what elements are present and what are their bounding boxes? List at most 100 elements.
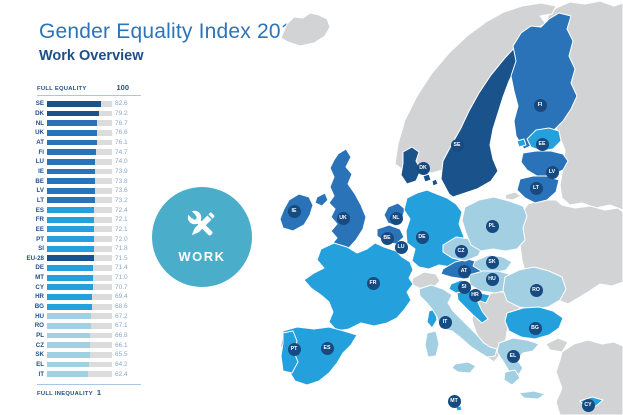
map-label-ee[interactable]: EE: [535, 137, 549, 151]
map-country-united-kingdom[interactable]: [325, 148, 367, 257]
map-label-bg[interactable]: BG: [528, 321, 542, 335]
map-label-be[interactable]: BE: [380, 231, 394, 245]
map-label-lu[interactable]: LU: [394, 240, 408, 254]
bar-value: 76.1: [115, 138, 128, 146]
map-country-sicily[interactable]: [451, 361, 477, 374]
bar-track: [47, 265, 112, 271]
bar-fill: [47, 236, 94, 242]
map-label-se[interactable]: SE: [450, 138, 464, 152]
bar-fill: [47, 110, 99, 117]
map-label-ie[interactable]: IE: [287, 204, 301, 218]
scale-bottom: FULL INEQUALITY 1: [37, 388, 141, 397]
map-country-denmark-islands[interactable]: [422, 173, 432, 183]
bar-value: 76.7: [115, 119, 128, 127]
bar-track: [47, 245, 112, 252]
country-code-label: CZ: [35, 341, 44, 349]
bar-value: 73.6: [115, 187, 128, 195]
country-code-label: FI: [38, 148, 45, 156]
map-country-finland[interactable]: [510, 12, 578, 150]
country-code-label: PL: [36, 332, 44, 340]
chart-row-el: EL 64.2: [26, 360, 144, 370]
bar-fill: [47, 129, 97, 136]
map-label-hr[interactable]: HR: [468, 288, 482, 302]
map-country-latvia[interactable]: [520, 150, 569, 177]
map-country-peloponnese[interactable]: [503, 369, 521, 386]
bar-fill: [47, 197, 95, 204]
bar-value: 62.4: [115, 370, 128, 378]
pencil-glyph: [191, 212, 215, 236]
map-label-fi[interactable]: FI: [533, 98, 547, 112]
bar-value: 73.8: [115, 177, 128, 185]
bar-track: [47, 187, 112, 194]
country-code-label: LT: [36, 196, 44, 204]
bar-fill: [47, 149, 96, 155]
bar-track: [47, 303, 112, 310]
country-code-label: IE: [38, 167, 44, 175]
map-label-mt[interactable]: MT: [447, 394, 461, 408]
map-label-cy[interactable]: CY: [581, 398, 595, 412]
map-country-northern-ireland[interactable]: [314, 192, 329, 207]
bar-track: [47, 197, 112, 204]
full-equality-label: FULL EQUALITY: [37, 86, 87, 92]
map-label-it[interactable]: IT: [438, 315, 452, 329]
bar-fill: [47, 178, 95, 184]
country-code-label: FR: [35, 216, 44, 224]
bar-track: [47, 178, 112, 184]
bar-value: 71.8: [115, 245, 128, 253]
map-label-hu[interactable]: HU: [485, 272, 499, 286]
map-country-estonia-islands[interactable]: [516, 138, 527, 148]
map-label-dk[interactable]: DK: [416, 161, 430, 175]
map-label-uk[interactable]: UK: [336, 211, 350, 225]
bar-fill: [47, 139, 97, 146]
map-label-pl[interactable]: PL: [485, 219, 499, 233]
bar-value: 72.1: [115, 225, 128, 233]
map-label-el[interactable]: EL: [506, 349, 520, 363]
scale-top: FULL EQUALITY 100: [37, 83, 141, 96]
bar-value: 67.1: [115, 322, 128, 330]
chart-row-eu-28: EU-28 71.5: [26, 254, 144, 264]
map-country-sardinia[interactable]: [424, 330, 440, 358]
map-country-denmark-islands[interactable]: [431, 178, 439, 187]
map-country-france[interactable]: [303, 242, 414, 332]
map-country-italy[interactable]: [418, 284, 498, 358]
map-country-kaliningrad[interactable]: [504, 191, 522, 201]
bar-track: [47, 274, 112, 281]
bar-track: [47, 342, 112, 349]
map-label-si[interactable]: SI: [457, 280, 471, 294]
country-code-label: LU: [35, 158, 44, 166]
bar-value: 76.6: [115, 129, 128, 137]
work-badge[interactable]: WORK: [152, 187, 252, 287]
map-label-at[interactable]: AT: [457, 264, 471, 278]
map-label-cz[interactable]: CZ: [454, 244, 468, 258]
map-label-ro[interactable]: RO: [529, 283, 543, 297]
map-label-sk[interactable]: SK: [485, 255, 499, 269]
bar-fill: [47, 323, 91, 329]
chart-row-dk: DK 79.2: [26, 109, 144, 119]
map-country-denmark[interactable]: [400, 146, 422, 185]
bar-value: 70.7: [115, 283, 128, 291]
bar-value: 71.4: [115, 264, 128, 272]
map-label-fr[interactable]: FR: [366, 276, 380, 290]
bar-fill: [47, 158, 96, 165]
map-label-nl[interactable]: NL: [389, 211, 403, 225]
chart-row-ee: EE 72.1: [26, 225, 144, 235]
map-country-iceland[interactable]: [280, 12, 331, 47]
map-label-pt[interactable]: PT: [287, 342, 301, 356]
chart-row-ro: RO 67.1: [26, 321, 144, 331]
map-label-es[interactable]: ES: [320, 341, 334, 355]
map-label-lt[interactable]: LT: [529, 181, 543, 195]
chart-row-de: DE 71.4: [26, 263, 144, 273]
country-code-label: NL: [35, 119, 44, 127]
map-label-de[interactable]: DE: [415, 230, 429, 244]
bar-track: [47, 216, 112, 223]
map-label-lv[interactable]: LV: [545, 165, 559, 179]
bar-track: [47, 294, 112, 300]
bar-value: 74.0: [115, 158, 128, 166]
chart-row-hu: HU 67.2: [26, 311, 144, 321]
bar-track: [47, 226, 112, 233]
map-country-turkey[interactable]: [555, 339, 623, 415]
map-country-crete[interactable]: [518, 390, 546, 400]
country-code-label: UK: [35, 129, 44, 137]
map-country-turkey-west[interactable]: [545, 337, 569, 353]
